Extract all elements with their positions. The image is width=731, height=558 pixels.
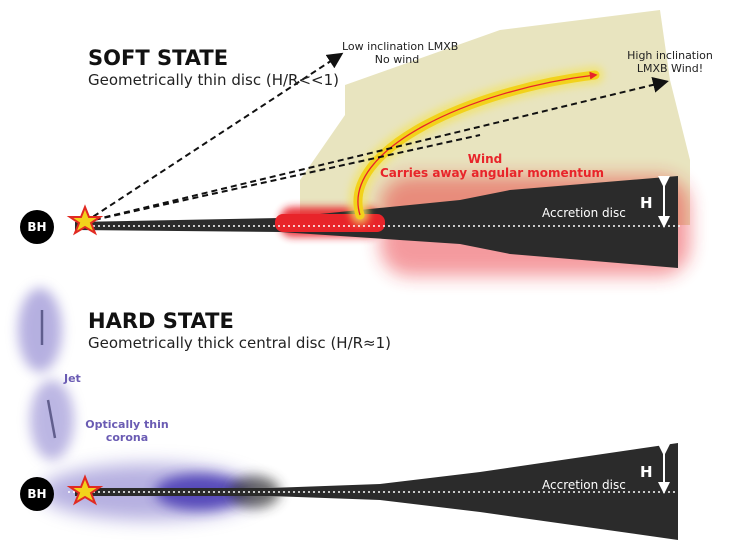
- high-inclination-line2: LMXB Wind!: [636, 62, 704, 75]
- hard-disc: [75, 443, 678, 540]
- hard-state-title: HARD STATE: [88, 309, 234, 333]
- soft-star-icon: [66, 204, 104, 236]
- soft-disc-label: Accretion disc: [542, 206, 626, 220]
- corona-label: Optically thin corona: [82, 418, 172, 444]
- corona-label-line1: Optically thin: [85, 418, 169, 431]
- jet-label: Jet: [64, 372, 81, 385]
- soft-state-title: SOFT STATE: [88, 46, 229, 70]
- soft-height-label: H: [640, 194, 653, 212]
- mid-sightline: [84, 134, 481, 223]
- wind-region: [300, 10, 690, 225]
- hard-disc-label: Accretion disc: [542, 478, 626, 492]
- low-inclination-label: Low inclination LMXB No wind: [342, 40, 459, 66]
- wind-label-line1: Wind: [467, 152, 503, 166]
- low-inclination-sightline: [84, 52, 344, 223]
- high-inclination-line1: High inclination: [627, 49, 713, 62]
- hard-star-icon: [66, 474, 104, 506]
- low-inclination-line1: Low inclination LMXB: [342, 40, 459, 53]
- jet-streak-lower: [46, 399, 57, 439]
- high-inclination-label: High inclination LMXB Wind!: [620, 49, 720, 75]
- low-inclination-line2: No wind: [374, 53, 420, 66]
- hard-black-hole: BH: [20, 477, 54, 511]
- soft-black-hole: BH: [20, 210, 54, 244]
- corona-label-line2: corona: [105, 431, 149, 444]
- hard-state-subtitle: Geometrically thick central disc (H/R≈1): [88, 334, 392, 352]
- wind-curve-core: [357, 71, 598, 216]
- wind-label: Wind Carries away angular momentum: [380, 152, 605, 180]
- hard-height-label: H: [640, 463, 653, 481]
- soft-state-subtitle: Geometrically thin disc (H/R<<1): [88, 71, 339, 89]
- wind-label-line2: Carries away angular momentum: [380, 166, 605, 180]
- jet-blob-upper: [18, 288, 62, 372]
